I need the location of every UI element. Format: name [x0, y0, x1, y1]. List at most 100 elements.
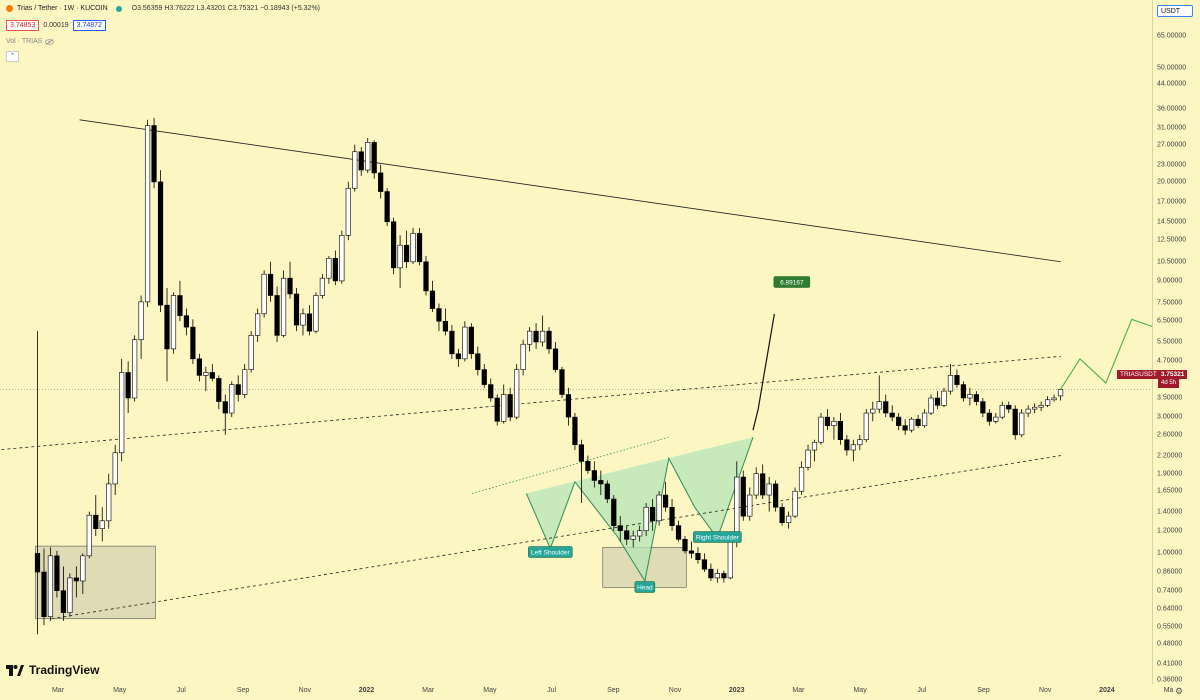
candle-body [624, 530, 630, 540]
candle [391, 217, 397, 275]
candle [643, 503, 649, 536]
candle [947, 364, 954, 395]
time-tick-label: Jul [547, 687, 557, 694]
time-tick-label: 2023 [728, 687, 745, 694]
candle-body [183, 315, 190, 328]
candle [345, 181, 351, 241]
candle-body [915, 418, 921, 426]
candle [1057, 389, 1064, 401]
candle [766, 477, 772, 512]
price-tick-label: 65.00000 [1157, 32, 1187, 40]
candle [604, 480, 610, 504]
candle [99, 507, 105, 542]
candle-body [811, 441, 818, 451]
candle [675, 520, 682, 542]
candle-body [358, 151, 364, 171]
candle [326, 256, 332, 284]
candle-body [909, 418, 915, 431]
candle-body [954, 375, 960, 385]
volume-indicator-legend[interactable]: Vol · TRIAS [6, 38, 55, 45]
currency-select[interactable]: USDT [1157, 5, 1193, 17]
candle-body [643, 506, 649, 532]
candle-body [449, 330, 455, 355]
candle-body [837, 421, 843, 441]
candle [747, 487, 753, 521]
candle-body [54, 555, 60, 591]
eye-hidden-icon[interactable] [45, 38, 55, 45]
candle-body [164, 304, 170, 350]
candle [410, 227, 416, 265]
candle [1038, 401, 1044, 412]
candle [934, 391, 941, 410]
candle [520, 339, 526, 376]
candle [831, 417, 837, 440]
candle-body [514, 369, 520, 418]
time-tick-label: Ma [1163, 687, 1174, 694]
candle [475, 346, 481, 376]
collapse-legend-button[interactable]: ⌃ [6, 51, 19, 62]
candle-body [157, 181, 164, 306]
candle [352, 144, 358, 192]
price-tick-label: 17.00000 [1157, 198, 1187, 206]
head-label-bg [634, 581, 656, 593]
candle-body [1032, 406, 1038, 410]
candle [384, 188, 390, 227]
candle [300, 308, 306, 336]
time-tick-label: Mar [792, 687, 805, 694]
candle-body [119, 372, 125, 454]
candle [468, 323, 474, 359]
time-tick-label: Sep [977, 687, 990, 694]
candle [753, 467, 759, 499]
candle [261, 270, 267, 318]
candle-body [1019, 412, 1025, 436]
price-tick-label: 44.00000 [1157, 80, 1187, 88]
candle-body [999, 404, 1005, 418]
candle-body [539, 330, 546, 343]
candle [669, 498, 675, 531]
symbol-title[interactable]: Trias / Tether · 1W · KUCOIN [17, 5, 108, 12]
candle-body [151, 125, 157, 183]
price-tick-label: 1.40000 [1157, 508, 1183, 516]
candle-body [1051, 397, 1057, 401]
candle-body [423, 261, 429, 292]
tradingview-logo[interactable]: TradingView [6, 663, 99, 677]
price-chart[interactable]: 6.89167 Left Shoulder Head Right Shoulder [0, 0, 1152, 684]
candle [423, 256, 429, 296]
target-price-label: 6.89167 [773, 276, 811, 288]
candle-body [552, 348, 559, 370]
price-axis[interactable]: 80.0000065.0000050.0000044.0000036.00000… [1152, 0, 1200, 684]
candle [274, 286, 280, 342]
candle [824, 409, 831, 431]
candle [980, 397, 986, 418]
candle [462, 321, 468, 362]
time-tick-label: Nov [298, 687, 312, 694]
candle [708, 563, 714, 581]
candle-body [455, 353, 461, 360]
candle [371, 140, 377, 179]
candle-body [604, 483, 610, 500]
ask-price-button[interactable]: 3.74872 [72, 20, 106, 31]
chart-settings-gear-icon[interactable]: ⚙ [1175, 686, 1184, 696]
candle [60, 566, 66, 621]
candle [714, 569, 720, 583]
spread-value: 0.00019 [43, 22, 69, 29]
candle-body [889, 412, 895, 418]
trendline-channel-lower [51, 455, 1061, 620]
candle-body [526, 330, 533, 345]
candle [481, 364, 487, 388]
candle-body [378, 172, 384, 192]
time-tick-label: May [483, 687, 497, 694]
candle [319, 274, 326, 299]
bid-price-button[interactable]: 3.74853 [6, 20, 40, 31]
candle-body [416, 233, 423, 263]
candle-body [883, 401, 889, 414]
time-axis[interactable]: Mar May Jul Sep Nov 2022 Mar May Jul Sep Nov 2023 Ma… [0, 684, 1173, 700]
candle-body [345, 187, 351, 236]
candle-body [701, 559, 708, 570]
candle-body [235, 384, 241, 395]
candle [112, 444, 118, 496]
candle [248, 331, 254, 373]
candle [546, 327, 552, 354]
candle-body [255, 313, 261, 336]
candle [151, 117, 157, 189]
